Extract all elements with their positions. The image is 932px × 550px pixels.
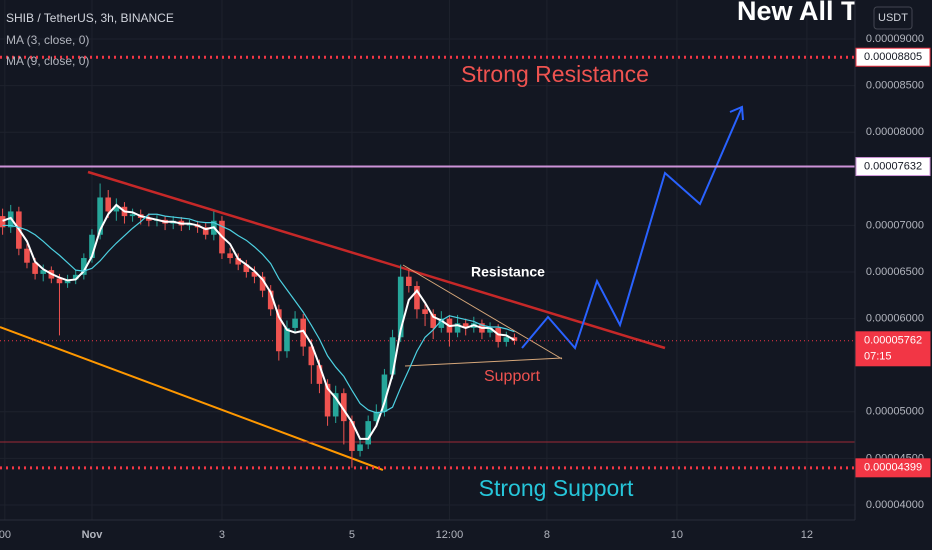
candle-body xyxy=(24,248,30,263)
candle-body xyxy=(381,374,388,412)
candle-body xyxy=(89,234,95,259)
candle-body xyxy=(414,286,420,310)
plot-area xyxy=(0,0,855,520)
support-trendline xyxy=(0,326,384,471)
price-tag xyxy=(855,458,931,478)
candle-body xyxy=(430,313,436,328)
chart-title: SHIB / TetherUS, 3h, BINANCE xyxy=(6,11,174,25)
candle-body xyxy=(341,393,347,422)
y-tick-label: 0.00008500 xyxy=(866,80,924,92)
y-tick-label: 0.00006500 xyxy=(866,266,924,278)
headline: New All T xyxy=(737,0,858,26)
candle-body xyxy=(462,323,469,328)
candle-body xyxy=(227,253,233,259)
candle-body xyxy=(308,346,315,366)
currency: USDT xyxy=(878,12,908,24)
y-tick-label: 0.00005000 xyxy=(866,406,924,418)
legend-entry: MA (9, close, 0) xyxy=(6,54,89,68)
candle-body xyxy=(243,264,250,273)
y-tick-label: 0.00006000 xyxy=(866,313,924,325)
candle-body xyxy=(56,278,63,284)
candle-body xyxy=(332,393,339,417)
candle-body xyxy=(357,444,363,451)
x-tick-label: 5 xyxy=(349,529,355,541)
candle-body xyxy=(487,327,493,333)
y-tick-label: 0.00007000 xyxy=(866,219,924,231)
candle-body xyxy=(129,214,136,217)
support-label: Support xyxy=(484,368,541,385)
candle-body xyxy=(259,276,266,291)
candle-body xyxy=(72,274,79,280)
candle-body xyxy=(202,227,209,235)
price-tag-label: 0.00005762 xyxy=(864,335,922,347)
projection-arrow xyxy=(729,105,744,121)
candle-body xyxy=(276,309,282,352)
candle-body xyxy=(406,276,412,286)
ma-line xyxy=(2,213,515,414)
x-tick-label: Nov xyxy=(82,529,104,541)
triangle-lower xyxy=(404,357,563,367)
x-tick-label: 12:00 xyxy=(436,529,464,541)
resistance-label: Resistance xyxy=(471,264,545,280)
candle-body xyxy=(292,318,298,328)
candle-body xyxy=(389,337,396,375)
candle-body xyxy=(113,206,120,212)
candle-body xyxy=(97,197,103,235)
candle-body xyxy=(397,276,404,338)
price-axis: USDT 0.000040000.000045000.000050000.000… xyxy=(854,0,932,550)
price-tag xyxy=(855,47,931,67)
candle-body xyxy=(251,272,258,277)
candle-body xyxy=(324,383,331,417)
candle-body xyxy=(365,421,371,445)
candle-body xyxy=(454,323,461,333)
x-tick-label: 00 xyxy=(0,529,11,541)
candle-body xyxy=(105,197,112,212)
candle-body xyxy=(503,337,510,342)
x-tick-label: 8 xyxy=(544,529,550,541)
candle-body xyxy=(422,309,428,314)
price-tag xyxy=(855,157,931,177)
resistance-trendline xyxy=(87,170,666,350)
x-tick-label: 12 xyxy=(801,529,813,541)
countdown: 07:15 xyxy=(864,351,892,363)
y-tick-label: 0.00008000 xyxy=(866,126,924,138)
candle-body xyxy=(235,258,242,265)
currency-box xyxy=(873,6,913,30)
candle-body xyxy=(146,217,152,221)
x-tick-label: 3 xyxy=(219,529,225,541)
candle-body xyxy=(186,224,193,226)
strong-support-label: Strong Support xyxy=(479,475,634,501)
candle-body xyxy=(373,411,380,422)
candle-body xyxy=(40,270,47,274)
candle-body xyxy=(349,421,355,451)
price-tag-label: 0.00007632 xyxy=(864,160,922,172)
legend-entry: MA (3, close, 0) xyxy=(6,33,89,47)
y-tick-label: 0.00004000 xyxy=(866,499,924,511)
candle-body xyxy=(267,290,274,310)
price-tag xyxy=(855,331,931,367)
y-tick-label: 0.00009000 xyxy=(866,33,924,45)
candle-body xyxy=(0,216,6,228)
candle-body xyxy=(438,318,445,328)
candle-body xyxy=(32,262,38,274)
x-tick-label: 10 xyxy=(671,529,683,541)
price-tag-label: 0.00008805 xyxy=(864,51,922,63)
ma-line xyxy=(2,203,515,440)
price-tag-label: 0.00004399 xyxy=(864,462,922,474)
candle-body xyxy=(316,365,323,384)
candle-body xyxy=(81,258,87,275)
strong-resistance-label: Strong Resistance xyxy=(461,61,649,87)
triangle-upper xyxy=(402,264,563,360)
candle-body xyxy=(284,327,290,352)
projection-path xyxy=(521,106,743,350)
